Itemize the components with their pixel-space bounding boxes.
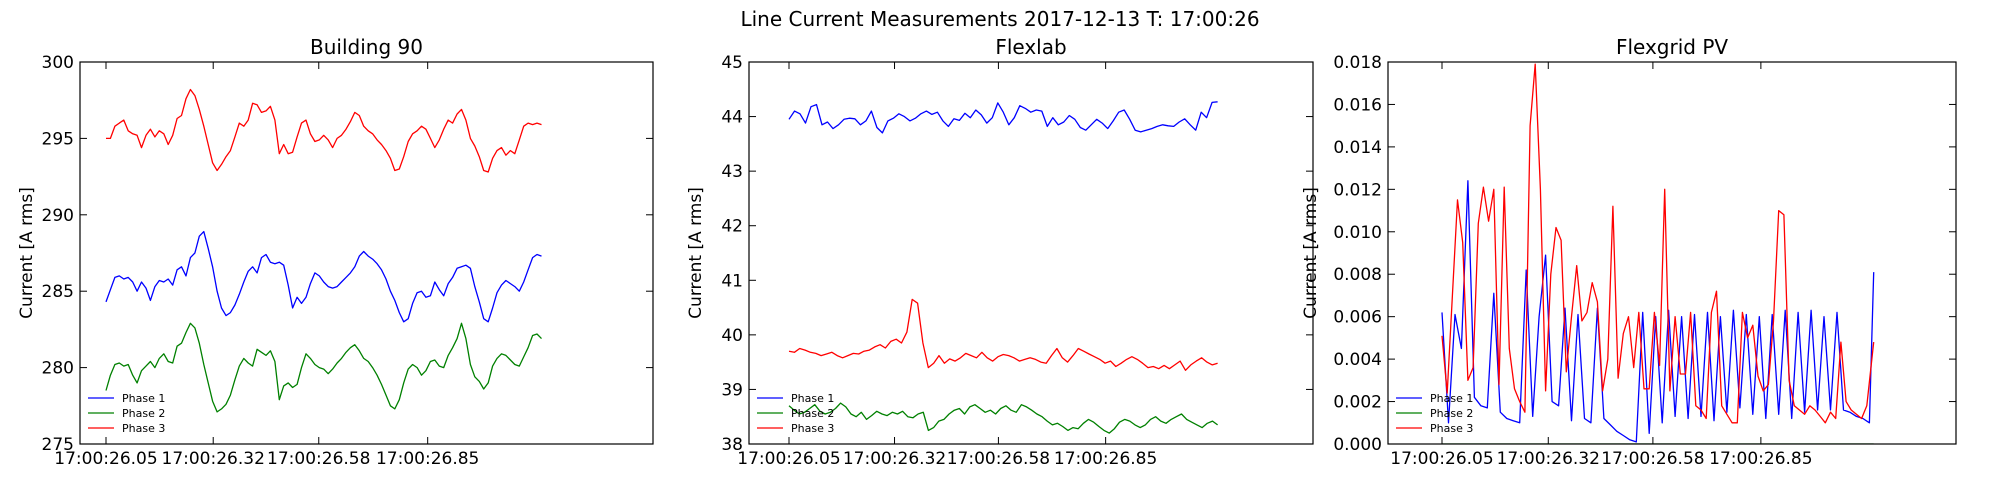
building-90-ytick-label: 275: [42, 435, 74, 455]
figure-suptitle: Line Current Measurements 2017-12-13 T: …: [740, 7, 1259, 31]
building-90-ytick-label: 295: [42, 129, 74, 149]
flexlab-legend-label: Phase 2: [791, 407, 834, 420]
flexlab-xtick-label: 17:00:26.58: [947, 449, 1050, 469]
flexlab-ytick-label: 41: [721, 271, 743, 291]
flexlab-xtick-label: 17:00:26.05: [737, 449, 840, 469]
flexgrid-pv-series-phase-1: [1441, 180, 1875, 443]
building-90-ytick-label: 285: [42, 282, 74, 302]
flexlab-legend: Phase 1 Phase 2 Phase 3: [757, 392, 834, 435]
flexgrid-pv-ytick-label: 0.008: [1333, 265, 1382, 285]
flexgrid-pv-axes-frame: [1387, 61, 1957, 445]
flexgrid-pv-ytick-label: 0.002: [1333, 393, 1382, 413]
flexgrid-pv-ytick-label: 0.014: [1333, 138, 1382, 158]
flexgrid-pv-xtick-label: 17:00:26.05: [1390, 449, 1493, 469]
building-90-xtick-label: 17:00:26.58: [267, 449, 370, 469]
flexlab-legend-label: Phase 3: [791, 422, 834, 435]
flexgrid-pv-ytick-label: 0.010: [1333, 223, 1382, 243]
building-90-legend-label: Phase 2: [122, 407, 165, 420]
flexgrid-pv-xtick-label: 17:00:26.58: [1601, 449, 1704, 469]
flexgrid-pv-legend-label: Phase 1: [1430, 392, 1473, 405]
building-90-ytick-label: 300: [42, 53, 74, 73]
flexlab-ytick-label: 43: [721, 162, 743, 182]
flexgrid-pv-legend: Phase 1 Phase 2 Phase 3: [1396, 392, 1473, 435]
building-90-ylabel: Current [A rms]: [17, 187, 37, 319]
flexlab-ytick-label: 44: [721, 108, 743, 128]
flexgrid-pv-ytick-label: 0.012: [1333, 180, 1382, 200]
building-90-series-group: [105, 88, 542, 413]
flexgrid-pv-legend-label: Phase 2: [1430, 407, 1473, 420]
building-90-series-phase-3: [106, 88, 542, 173]
flexlab-ylabel: Current [A rms]: [686, 187, 706, 319]
flexlab-series-phase-3: [788, 298, 1218, 371]
flexlab-series-group: [788, 101, 1218, 434]
building-90-legend: Phase 1 Phase 2 Phase 3: [88, 392, 165, 435]
flexlab-xtick-label: 17:00:26.85: [1054, 449, 1157, 469]
flexgrid-pv-xtick-label: 17:00:26.32: [1497, 449, 1600, 469]
flexlab-ytick-label: 40: [721, 326, 743, 346]
building-90-series-phase-1: [105, 230, 542, 323]
flexgrid-pv-xtick-label: 17:00:26.85: [1709, 449, 1812, 469]
flexgrid-pv-series-phase-3: [1441, 63, 1875, 424]
building-90-ytick-label: 280: [42, 359, 74, 379]
flexlab-ytick-label: 39: [721, 380, 743, 400]
flexlab-ytick-label: 42: [721, 217, 743, 237]
building-90-xtick-label: 17:00:26.32: [162, 449, 265, 469]
building-90-xtick-label: 17:00:26.05: [54, 449, 157, 469]
flexlab-chart: Flexlab Current [A rms] 38 39 40 41 42 43 44 45 17…: [686, 35, 1314, 469]
flexgrid-pv-ytick-label: 0.018: [1333, 53, 1382, 73]
building-90-legend-label: Phase 1: [122, 392, 165, 405]
building-90-xtick-label: 17:00:26.85: [376, 449, 479, 469]
flexlab-legend-label: Phase 1: [791, 392, 834, 405]
flexlab-ytick-label: 38: [721, 435, 743, 455]
building-90-series-phase-2: [105, 322, 542, 413]
subplots-container: Building 90 Current [A rms] 275 280 285 290 29…: [17, 35, 1957, 469]
flexlab-series-phase-2: [788, 402, 1218, 434]
building-90-chart: Building 90 Current [A rms] 275 280 285 290 29…: [17, 35, 654, 469]
flexlab-title: Flexlab: [995, 35, 1066, 59]
flexlab-axes-frame: [748, 61, 1314, 445]
building-90-title: Building 90: [310, 35, 423, 59]
building-90-axes-frame: [79, 61, 654, 445]
flexlab-xtick-label: 17:00:26.32: [843, 449, 946, 469]
flexgrid-pv-ytick-label: 0.004: [1333, 350, 1382, 370]
flexgrid-pv-ytick-label: 0.016: [1333, 95, 1382, 115]
flexlab-ytick-label: 45: [721, 53, 743, 73]
flexlab-series-phase-1: [788, 101, 1218, 134]
flexgrid-pv-title: Flexgrid PV: [1616, 35, 1728, 59]
flexgrid-pv-ylabel: Current [A rms]: [1301, 187, 1321, 319]
flexgrid-pv-series-group: [1441, 63, 1875, 444]
flexgrid-pv-legend-label: Phase 3: [1430, 422, 1473, 435]
building-90-ytick-label: 290: [42, 206, 74, 226]
flexgrid-pv-ytick-label: 0.006: [1333, 308, 1382, 328]
building-90-legend-label: Phase 3: [122, 422, 165, 435]
flexgrid-pv-chart: Flexgrid PV Current [A rms] 0.000 0.002 0.00…: [1301, 35, 1957, 469]
flexgrid-pv-ytick-label: 0.000: [1333, 435, 1382, 455]
